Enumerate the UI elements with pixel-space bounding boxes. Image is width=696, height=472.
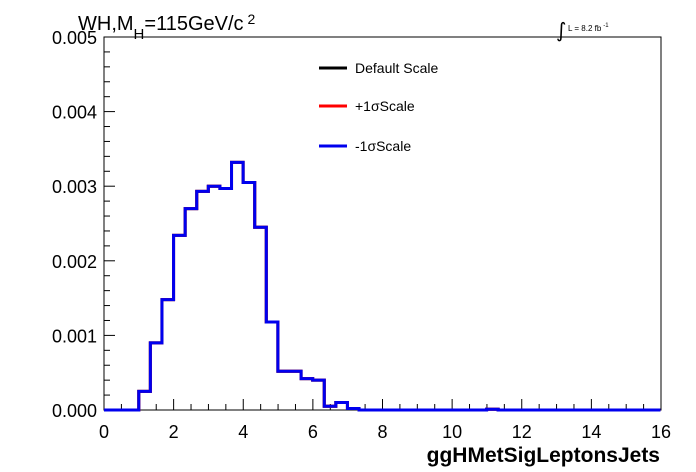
x-tick-label: 10 — [442, 422, 462, 442]
lumi-label: L = 8.2 fb -1 — [568, 23, 609, 33]
x-tick-label: 0 — [99, 422, 109, 442]
lumi-integral-symbol: ∫ — [556, 18, 566, 42]
lumi-sup: -1 — [603, 23, 609, 29]
x-tick-label: 8 — [377, 422, 387, 442]
y-tick-label: 0.000 — [52, 401, 97, 421]
histogram-series-1 — [104, 160, 661, 412]
legend-label-plus-sigma: +1σScale — [355, 98, 415, 114]
plot-frame — [103, 36, 662, 411]
y-tick-label: 0.003 — [52, 177, 97, 197]
title-main: WH,M — [78, 13, 134, 35]
x-tick-label: 14 — [581, 422, 601, 442]
chart-title: WH,MH=115GeV/c 2 — [78, 11, 256, 43]
title-rest: =115GeV/c — [144, 13, 243, 35]
x-axis: 0 2 4 6 8 10 12 14 16 — [99, 399, 671, 442]
y-tick-label: 0.002 — [52, 252, 97, 272]
x-tick-label: 6 — [308, 422, 318, 442]
y-tick-label: 0.005 — [52, 28, 97, 48]
x-axis-title: ggHMetSigLeptonsJets — [427, 444, 660, 467]
x-tick-label: 2 — [169, 422, 179, 442]
legend-label-minus-sigma: -1σScale — [355, 138, 411, 154]
histogram-series-2 — [104, 160, 661, 412]
legend: Default Scale +1σScale -1σScale — [319, 60, 438, 154]
x-tick-label: 16 — [651, 422, 671, 442]
x-tick-label: 4 — [238, 422, 248, 442]
y-axis: 0.000 0.001 0.002 0.003 0.004 0.005 — [52, 28, 115, 421]
title-sub: H — [134, 26, 145, 43]
lumi-text: L = 8.2 fb — [568, 24, 602, 33]
y-tick-label: 0.004 — [52, 103, 97, 123]
y-tick-label: 0.001 — [52, 326, 97, 346]
title-sup: 2 — [248, 11, 256, 27]
x-tick-label: 12 — [512, 422, 532, 442]
histogram-series-0 — [104, 160, 661, 412]
series-layer — [104, 160, 661, 412]
legend-label-default-scale: Default Scale — [355, 60, 438, 76]
